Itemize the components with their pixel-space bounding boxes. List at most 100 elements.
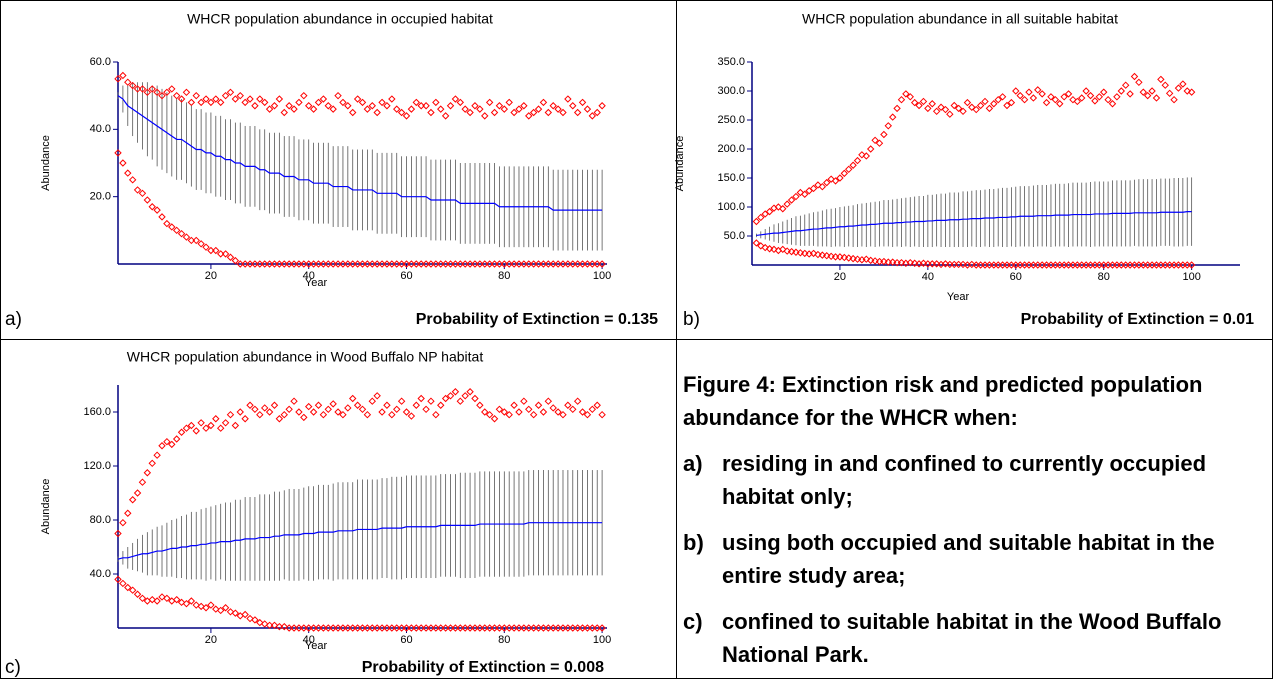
max-marker [845, 165, 853, 174]
max-marker [422, 102, 430, 110]
min-marker [388, 260, 396, 268]
max-marker [256, 410, 264, 419]
min-marker [216, 606, 225, 615]
max-marker [1012, 87, 1020, 95]
min-marker [172, 595, 181, 604]
min-marker [192, 236, 200, 245]
max-marker [202, 424, 210, 432]
min-marker [182, 599, 191, 608]
max-marker [1042, 98, 1051, 107]
max-marker [573, 108, 582, 117]
max-marker [853, 156, 862, 165]
min-marker [598, 624, 606, 632]
min-marker [427, 624, 435, 632]
max-marker [251, 405, 259, 414]
min-marker [295, 624, 303, 632]
x-tick-label: 20 [205, 634, 217, 646]
max-marker [295, 408, 303, 416]
max-marker [446, 392, 455, 400]
x-tick-label: 80 [1098, 271, 1110, 283]
max-marker [539, 98, 548, 107]
min-marker [256, 260, 264, 268]
max-marker [481, 408, 489, 416]
max-marker [197, 419, 205, 427]
max-marker [192, 427, 200, 435]
max-marker [510, 108, 518, 117]
max-marker [1051, 95, 1060, 104]
mean-line [117, 95, 603, 211]
max-marker [1064, 90, 1073, 98]
min-marker [148, 595, 156, 604]
min-marker [280, 622, 288, 631]
min-marker [246, 260, 254, 268]
max-marker [163, 88, 171, 97]
max-marker [221, 419, 230, 427]
min-marker [578, 624, 587, 632]
min-marker [593, 624, 601, 632]
max-marker [148, 459, 156, 468]
max-marker [928, 100, 936, 108]
y-axis-label: Abundance [40, 479, 52, 535]
max-marker [1108, 100, 1117, 108]
max-marker [880, 130, 888, 139]
min-marker [441, 624, 450, 632]
max-marker [407, 105, 416, 113]
max-marker [485, 410, 494, 419]
max-marker [525, 405, 533, 414]
min-marker [417, 260, 425, 268]
min-marker [573, 260, 582, 268]
min-marker [153, 597, 161, 605]
max-marker [529, 410, 538, 419]
y-tick-label: 120.0 [83, 460, 111, 472]
item-label: a) [683, 451, 703, 476]
max-marker [946, 110, 954, 118]
min-marker [251, 616, 259, 624]
x-tick-label: 100 [593, 270, 611, 282]
max-marker [153, 451, 161, 459]
max-marker [368, 102, 376, 110]
y-axis-label: Abundance [40, 135, 52, 191]
max-marker [1179, 80, 1187, 88]
chart-title: WHCR population abundance in all suitabl… [802, 11, 1118, 27]
max-marker [1073, 97, 1082, 106]
max-marker [226, 410, 235, 419]
min-marker [451, 260, 460, 268]
max-marker [319, 95, 328, 103]
max-marker [344, 404, 352, 412]
min-marker [314, 260, 323, 268]
max-marker [1183, 87, 1191, 95]
min-marker [840, 253, 849, 262]
min-marker [226, 253, 235, 261]
max-marker [133, 85, 142, 93]
min-marker [319, 260, 328, 268]
max-marker [383, 401, 391, 409]
max-marker [976, 101, 985, 110]
min-marker [353, 624, 362, 632]
max-marker [114, 75, 122, 83]
min-marker [515, 260, 523, 268]
min-marker [143, 196, 152, 204]
max-marker [985, 104, 994, 113]
min-marker [349, 260, 357, 268]
max-marker [510, 401, 518, 409]
max-marker [1148, 87, 1156, 95]
max-marker [998, 93, 1007, 101]
min-marker [202, 604, 210, 612]
min-marker [197, 240, 205, 248]
max-marker [588, 112, 597, 120]
max-marker [158, 91, 166, 100]
max-marker [295, 98, 303, 107]
max-marker [801, 190, 809, 198]
min-marker [309, 260, 318, 268]
max-marker [231, 421, 240, 430]
max-marker [138, 478, 147, 486]
y-tick-label: 40.0 [90, 123, 111, 135]
chart-title: WHCR population abundance in Wood Buffal… [127, 349, 484, 365]
max-marker [840, 169, 849, 178]
max-marker [373, 108, 381, 117]
max-marker [407, 412, 416, 420]
max-marker [1003, 101, 1011, 110]
min-marker [534, 624, 543, 632]
min-marker [187, 597, 196, 605]
min-marker [495, 260, 504, 268]
